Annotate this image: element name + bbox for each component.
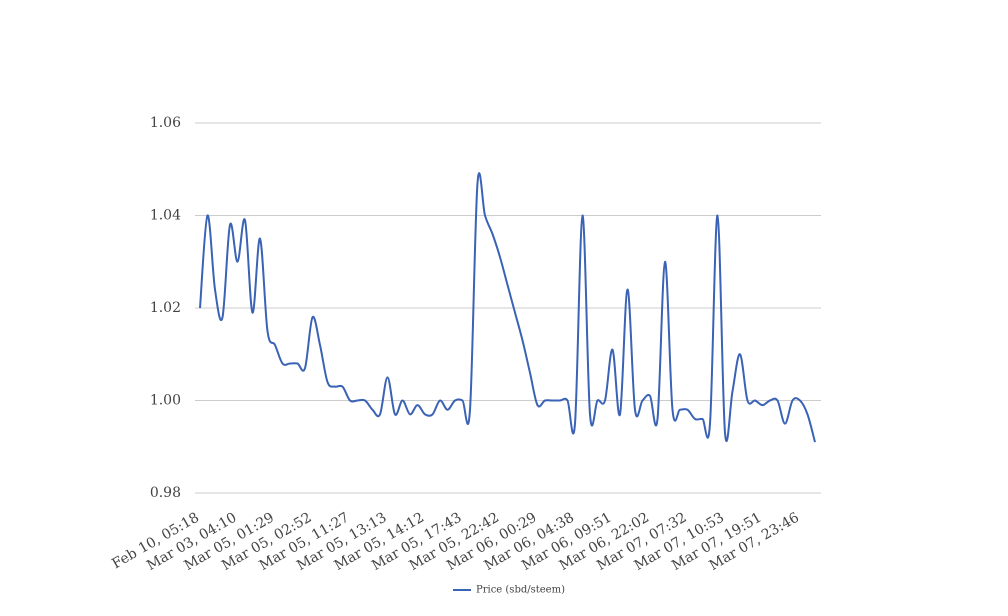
- y-tick-label: 0.98: [150, 485, 181, 501]
- price-line: [199, 172, 816, 443]
- y-tick-label: 1.00: [150, 393, 181, 409]
- y-tick-label: 1.06: [150, 115, 181, 131]
- legend-label: Price (sbd/steem): [476, 585, 565, 596]
- y-tick-label: 1.02: [150, 300, 181, 316]
- y-tick-label: 1.04: [150, 208, 181, 224]
